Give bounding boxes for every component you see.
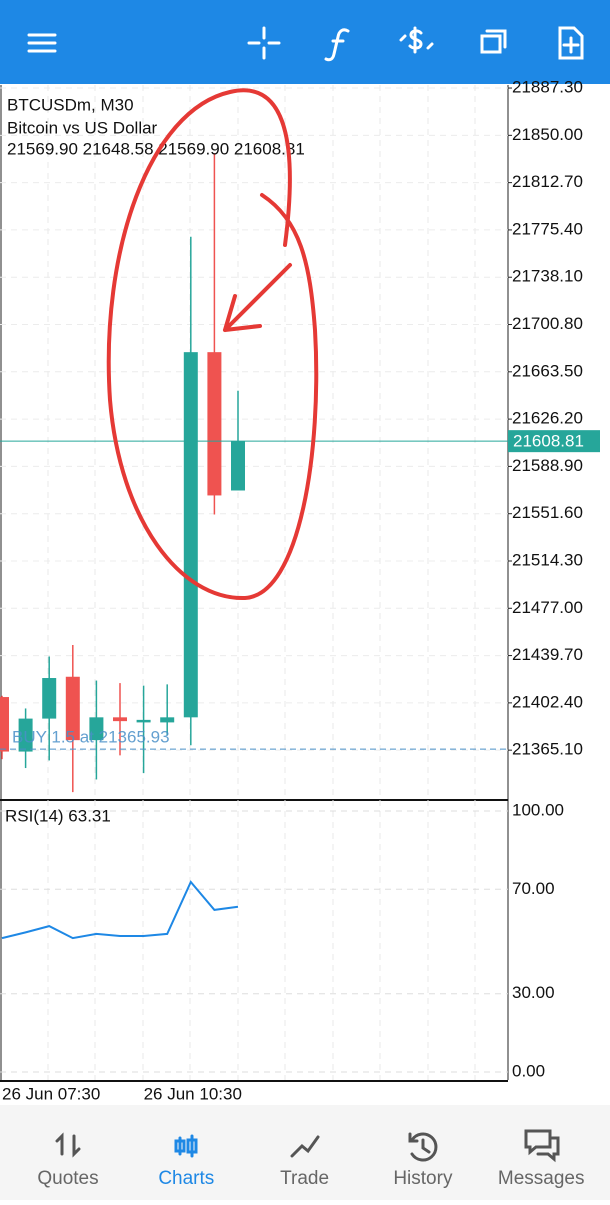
- y-tick-label: 21775.40: [512, 219, 583, 238]
- new-order-icon[interactable]: [558, 26, 584, 60]
- current-price-label: 21608.81: [513, 432, 584, 451]
- candle-body: [0, 697, 9, 752]
- y-tick-label: 21439.70: [512, 645, 583, 664]
- windows-icon[interactable]: [480, 29, 507, 54]
- candle-body: [160, 717, 175, 723]
- y-tick-label: 21365.10: [512, 740, 583, 759]
- bottom-nav: [0, 1105, 610, 1200]
- y-tick-label: 21402.40: [512, 692, 583, 711]
- candle-body: [183, 352, 198, 718]
- y-tick-label: 0.00: [512, 1061, 545, 1080]
- trade-nav-icon[interactable]: [290, 1135, 320, 1158]
- y-tick-label: 21477.00: [512, 598, 583, 617]
- nav-tab-label[interactable]: History: [393, 1168, 453, 1189]
- vertical-grid: [47, 85, 476, 1080]
- candle-body: [231, 441, 245, 491]
- charts-icon[interactable]: [174, 1134, 198, 1158]
- quotes-icon[interactable]: [55, 1132, 81, 1158]
- y-tick-label: 21663.50: [512, 361, 583, 380]
- x-tick-label: 26 Jun 10:30: [144, 1084, 242, 1103]
- candle-body: [18, 718, 33, 752]
- candle-body: [89, 717, 104, 741]
- y-tick-label: 21850.00: [512, 125, 583, 144]
- rsi-title: RSI(14) 63.31: [5, 806, 111, 825]
- history-icon[interactable]: [408, 1132, 438, 1162]
- menu-icon[interactable]: [27, 33, 57, 53]
- y-tick-label: 21626.20: [512, 409, 583, 428]
- current-price-box: [508, 430, 600, 453]
- candle-body: [136, 719, 151, 723]
- y-tick-label: 100.00: [512, 800, 564, 819]
- x-tick-label: 26 Jun 07:30: [2, 1084, 100, 1103]
- candle-body: [65, 676, 80, 741]
- y-tick-label: 30.00: [512, 983, 555, 1002]
- y-tick-label: 21551.60: [512, 503, 583, 522]
- crosshair-icon[interactable]: [247, 26, 281, 60]
- indicators-icon[interactable]: [324, 28, 350, 62]
- nav-tab-label[interactable]: Trade: [280, 1168, 329, 1189]
- candle-body: [113, 717, 127, 722]
- y-tick-label: 21588.90: [512, 456, 583, 475]
- symbol: BTCUSDm, M30: [7, 95, 134, 114]
- y-tick-label: 21514.30: [512, 550, 583, 569]
- candle-body: [207, 352, 222, 496]
- nav-tab-label[interactable]: Quotes: [37, 1168, 98, 1189]
- toolbar: [0, 0, 610, 84]
- description: Bitcoin vs US Dollar: [7, 118, 158, 137]
- annotation-arrow: [223, 263, 292, 332]
- y-tick-label: 70.00: [512, 879, 555, 898]
- ohlc: 21569.90 21648.58 21569.90 21608.81: [7, 139, 305, 158]
- y-tick-label: 21812.70: [512, 172, 583, 191]
- candle-body: [42, 678, 57, 719]
- rsi-line: [1, 880, 239, 940]
- position-label: BUY 1.5 at 21365.93: [12, 728, 170, 747]
- y-tick-label: 21700.80: [512, 314, 583, 333]
- nav-tab-label[interactable]: Charts: [158, 1168, 214, 1189]
- annotation-circle: [106, 88, 319, 601]
- y-tick-label: 21887.30: [512, 78, 583, 97]
- trade-icon[interactable]: [399, 26, 434, 54]
- y-tick-label: 21738.10: [512, 267, 583, 286]
- messages-icon[interactable]: [524, 1129, 560, 1163]
- plot: [0, 87, 508, 1073]
- nav-tab-label[interactable]: Messages: [498, 1168, 585, 1189]
